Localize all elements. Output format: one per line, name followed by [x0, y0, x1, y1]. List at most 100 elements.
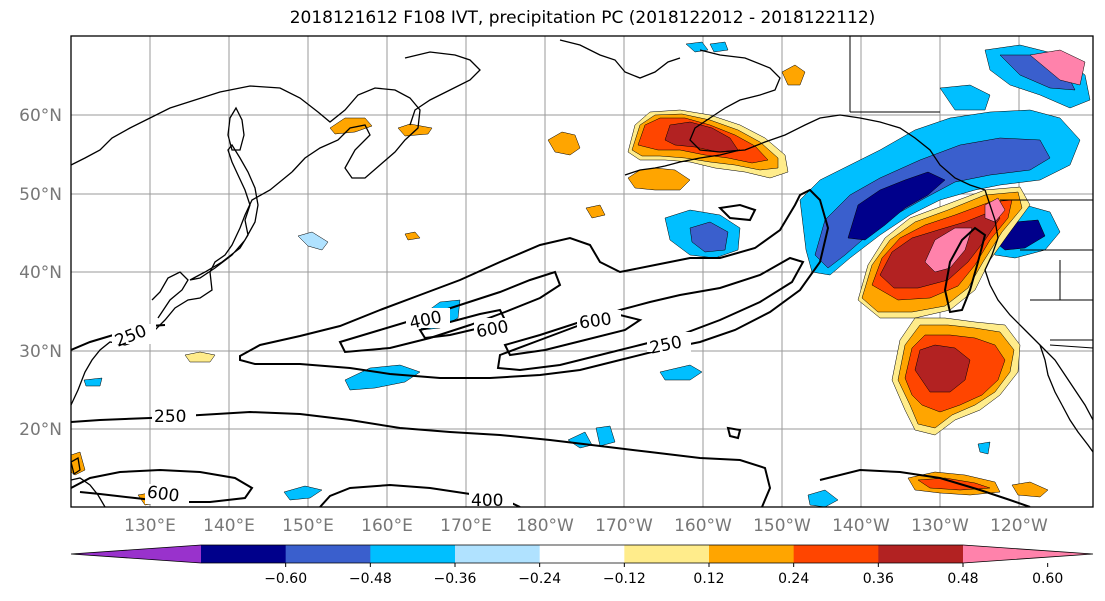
colorbar-segment: [793, 545, 879, 563]
lon-label-130w: 130°W: [911, 516, 969, 536]
label-bg-600-mid: [474, 318, 518, 338]
lon-label-180w: 180°W: [516, 516, 574, 536]
borders: [849, 36, 1093, 349]
coast-alaska-west: [689, 49, 781, 153]
lon-label-160w: 160°W: [674, 516, 732, 536]
label-bg-250-east: [647, 332, 691, 352]
coast-mexico: [1061, 404, 1093, 453]
lon-label-150w: 150°W: [753, 516, 811, 536]
colorbar-segment: [370, 545, 456, 563]
contour-label-600-south: 600: [146, 482, 181, 506]
patch-mid-pacific-1: [344, 364, 421, 391]
colorbar-segment: [285, 545, 371, 563]
ivt-contour-sw-mexico: [819, 468, 1031, 507]
colorbar-tick-label: 0.12: [693, 571, 724, 587]
map-title: 2018121612 F108 IVT, precipitation PC (2…: [289, 8, 876, 28]
label-bg-400-mid: [406, 308, 450, 328]
lon-label-150e: 150°E: [282, 516, 334, 536]
patch-bering-mid: [689, 221, 729, 253]
patch-pacific-small: [404, 231, 421, 241]
contour-label-600-east: 600: [578, 309, 613, 333]
contour-label-250-south: 250: [154, 407, 186, 427]
ivt-contour-ne: [717, 203, 757, 222]
colorbar-tick-label: 0.36: [863, 571, 894, 587]
lon-label-170e: 170°E: [440, 516, 492, 536]
border-us-states: [1020, 249, 1093, 341]
lat-label-20n: 20°N: [19, 420, 62, 440]
colorbar-tick-label: −0.36: [434, 571, 477, 587]
colorbar-extend-low: [71, 545, 201, 563]
colorbar-outline: [70, 544, 1094, 564]
coast-bc: [984, 189, 999, 286]
coast-asia-east: [71, 171, 293, 406]
colorbar-segment: [624, 545, 710, 563]
coast-aleutians: [624, 149, 741, 176]
label-bg-250-south: [152, 406, 196, 426]
ivt-contour-coast: [943, 226, 987, 314]
patch-arctic-2: [709, 41, 729, 53]
lat-label-30n: 30°N: [19, 342, 62, 362]
patch-south-2: [807, 489, 839, 507]
label-bg-600-south: [145, 484, 189, 504]
patch-sea-okhotsk: [329, 117, 373, 135]
map-frame: [70, 35, 1094, 508]
patch-mid-pacific-3: [659, 364, 703, 381]
coastlines: [71, 39, 1093, 507]
colorbar-tick-label: −0.60: [264, 571, 307, 587]
contour-label-400-south: 400: [471, 491, 503, 511]
lat-label-50n: 50°N: [19, 185, 62, 205]
colorbar-segment: [201, 545, 287, 563]
lat-label-40n: 40°N: [19, 263, 62, 283]
patch-mid-pacific-4: [297, 231, 329, 251]
coast-sakhalin: [227, 106, 245, 151]
patch-mexico-orange: [1011, 481, 1049, 498]
lon-label-120w: 120°W: [990, 516, 1048, 536]
ivt-600-south: [71, 468, 254, 503]
coast-philippines: [71, 477, 106, 507]
colorbar: −0.60 −0.48 −0.36 −0.24 −0.12 0.12 0.24 0.36 0.4…: [70, 544, 1094, 587]
coast-alaska-south: [719, 114, 986, 191]
label-bg-250-west: [112, 324, 156, 344]
coast-japan: [189, 143, 259, 281]
colorbar-tick-label: 0.24: [778, 571, 809, 587]
label-bg-400-south: [469, 490, 513, 507]
colorbar-tick-label: −0.48: [349, 571, 392, 587]
patch-ca-small: [977, 441, 991, 455]
patch-offshore-darkred: [914, 344, 971, 393]
ivt-contour-pacific-small: [726, 426, 742, 440]
patch-aleutian-small: [585, 204, 606, 219]
colorbar-segment: [455, 545, 541, 563]
ivt-250-main: [239, 188, 830, 379]
contour-labels: 250 400 600 600 250 250 600 400: [112, 307, 691, 511]
patch-mackenzie-blue: [939, 84, 991, 111]
lon-label-160e: 160°E: [361, 516, 413, 536]
patch-pink-alaska: [1029, 49, 1086, 86]
colorbar-tick-label: 0.60: [1032, 571, 1063, 587]
patch-japan-yellow: [184, 351, 216, 363]
patch-arctic-1: [685, 41, 709, 53]
border-mexico: [1049, 344, 1093, 349]
patch-nw-ca-pink: [924, 227, 973, 273]
label-bg-600-east: [577, 310, 621, 330]
patch-hawaii-2: [595, 425, 616, 447]
coast-chukotka: [559, 39, 681, 79]
colorbar-tick-label: −0.24: [518, 571, 561, 587]
ivt-400-east: [496, 256, 805, 372]
lon-label-130e: 130°E: [124, 516, 176, 536]
coast-baja: [1039, 344, 1063, 406]
colorbar-tick-label: 0.48: [947, 571, 978, 587]
lon-label-170w: 170°W: [595, 516, 653, 536]
colorbar-segment: [539, 545, 625, 563]
lat-label-60n: 60°N: [19, 106, 62, 126]
negative-pc-patches: [83, 41, 1091, 507]
lon-label-140e: 140°E: [203, 516, 255, 536]
colorbar-segment: [878, 545, 964, 563]
coast-asia-north: [71, 85, 421, 179]
latitude-labels: 60°N 50°N 40°N 30°N 20°N: [19, 106, 62, 440]
patch-bc-alaska-dark: [847, 171, 946, 241]
ivt-600-east: [503, 313, 643, 357]
coast-kamchatka: [404, 51, 481, 126]
coast-korea: [151, 271, 189, 319]
gridlines: [71, 36, 1093, 507]
colorbar-segment: [709, 545, 795, 563]
